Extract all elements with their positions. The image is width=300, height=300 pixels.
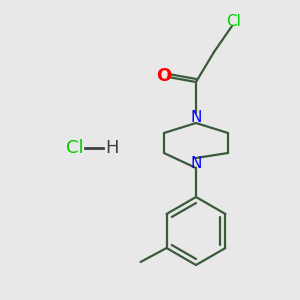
Text: N: N — [190, 110, 202, 125]
Text: Cl: Cl — [226, 14, 242, 28]
Text: O: O — [156, 67, 172, 85]
Text: N: N — [190, 155, 202, 170]
Text: Cl: Cl — [66, 139, 84, 157]
Text: H: H — [105, 139, 119, 157]
